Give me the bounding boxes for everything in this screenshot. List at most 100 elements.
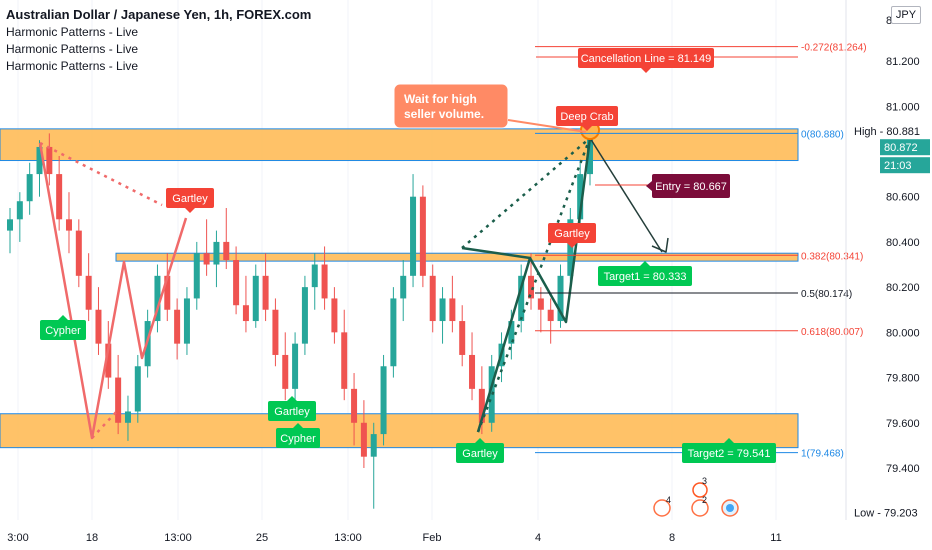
candle-body <box>508 321 515 344</box>
fib-label: 0.382(80.341) <box>801 251 863 262</box>
candle-body <box>321 264 328 299</box>
time-axis: 3:00 18 13:00 25 13:00 Feb 4 8 11 <box>7 532 781 544</box>
candle-body <box>547 309 554 322</box>
chart-legend: Australian Dollar / Japanese Yen, 1h, FO… <box>6 6 311 75</box>
cypher-label-1: Cypher <box>45 325 81 337</box>
price-tick-label: 80.600 <box>886 192 920 204</box>
cancellation-label-tail <box>641 68 651 73</box>
gartley-label-4-tail <box>567 243 577 248</box>
price-tick-label: 81.200 <box>886 56 920 68</box>
target2-label: Target2 = 79.541 <box>688 448 771 460</box>
candle-body <box>252 275 259 322</box>
cypher-label-1-bg <box>40 320 86 340</box>
note-line-2: seller volume. <box>404 107 484 121</box>
currency-badge[interactable]: JPY <box>891 6 921 24</box>
deep-crab-label-tail <box>582 126 592 131</box>
price-tick-label: 80.000 <box>886 327 920 339</box>
cypher-label-2-tail <box>293 423 303 428</box>
gartley-label-2-bg <box>268 401 316 421</box>
candle-body <box>449 298 456 322</box>
entry-label-bg <box>652 174 730 198</box>
candle-body <box>134 366 141 412</box>
gartley-label-1-bg <box>166 188 214 208</box>
gartley-label-1: Gartley <box>172 193 208 205</box>
gartley-label-2: Gartley <box>274 406 310 418</box>
fib-label: 0.5(80.174) <box>801 289 852 300</box>
fib-levels: -0.272(81.264) 0(80.880) 0.382(80.341) 0.5(… <box>535 43 867 460</box>
candle-body <box>439 298 446 322</box>
event-icon <box>691 499 709 517</box>
time-tick-label: 13:00 <box>334 532 362 544</box>
candle-body <box>164 275 171 310</box>
candle-body <box>124 411 131 423</box>
target2-label-tail <box>724 438 734 443</box>
projection-arrow <box>589 137 663 253</box>
time-tick-label: 11 <box>770 532 781 544</box>
candle-body <box>36 146 43 175</box>
candle-body <box>233 260 240 306</box>
candle-body <box>459 321 466 355</box>
candle-body <box>400 275 407 299</box>
gartley-label-4: Gartley <box>554 228 590 240</box>
candle-body <box>370 434 377 457</box>
target2-label-bg <box>682 443 776 463</box>
candle-body <box>360 422 367 457</box>
candle-body <box>390 298 397 367</box>
event-icon <box>653 499 671 517</box>
candle-body <box>301 287 308 344</box>
candle-body <box>518 275 525 322</box>
indicator-label-1[interactable]: Harmonic Patterns - Live <box>6 25 139 39</box>
supply-demand-zone <box>0 413 799 449</box>
fib-label: 0.618(80.007) <box>801 327 863 338</box>
deep-crab-leg <box>461 246 531 260</box>
event-icon <box>726 504 734 512</box>
deep-crab-label: Deep Crab <box>560 111 613 123</box>
candle-body <box>341 332 348 389</box>
event-icon <box>692 482 708 498</box>
gartley-label-4-bg <box>548 223 596 243</box>
candle-body <box>331 298 338 333</box>
candle-body <box>488 366 495 423</box>
gartley-label-3-bg <box>456 443 504 463</box>
note-line-1: Wait for high <box>404 92 477 106</box>
time-tick-label: 25 <box>256 532 268 544</box>
supply-demand-zone <box>115 252 799 262</box>
supply-demand-zone <box>0 128 799 162</box>
candle-body <box>26 174 33 202</box>
indicator-label-2[interactable]: Harmonic Patterns - Live <box>6 42 139 56</box>
candle-body <box>537 298 544 310</box>
zones <box>0 128 799 449</box>
fib-label: -0.272(81.264) <box>801 43 867 54</box>
candle-body <box>46 146 53 175</box>
price-tick-label: 79.600 <box>886 418 920 430</box>
candle-body <box>577 174 584 220</box>
entry-label: Entry = 80.667 <box>655 181 727 193</box>
gartley-dotted-line <box>39 141 163 207</box>
candle-body <box>203 253 210 265</box>
indicator-label-3[interactable]: Harmonic Patterns - Live <box>6 59 139 73</box>
candle-body <box>380 366 387 435</box>
time-tick-label: 3:00 <box>7 532 28 544</box>
candle-body <box>292 343 299 389</box>
time-tick-label: 13:00 <box>164 532 192 544</box>
event-badge-count: 4 <box>666 495 671 505</box>
note-bubble <box>393 83 509 129</box>
candle-body <box>115 377 122 423</box>
candle-body <box>95 309 102 344</box>
target1-label: Target1 = 80.333 <box>604 271 687 283</box>
candle-body <box>65 219 72 231</box>
fib-label: 1(79.468) <box>801 449 844 460</box>
price-tick-label: 80.200 <box>886 282 920 294</box>
high-price-tag-bg <box>850 123 930 140</box>
cypher-label-2-bg <box>276 428 320 448</box>
candle-body <box>311 264 318 288</box>
time-tick-label: 18 <box>86 532 98 544</box>
cancellation-label-bg <box>578 48 714 68</box>
candle-body <box>85 275 92 310</box>
candle-body <box>528 275 535 299</box>
projection-arrowhead <box>651 237 669 253</box>
candle-body <box>75 230 82 276</box>
candle-body <box>469 354 476 389</box>
